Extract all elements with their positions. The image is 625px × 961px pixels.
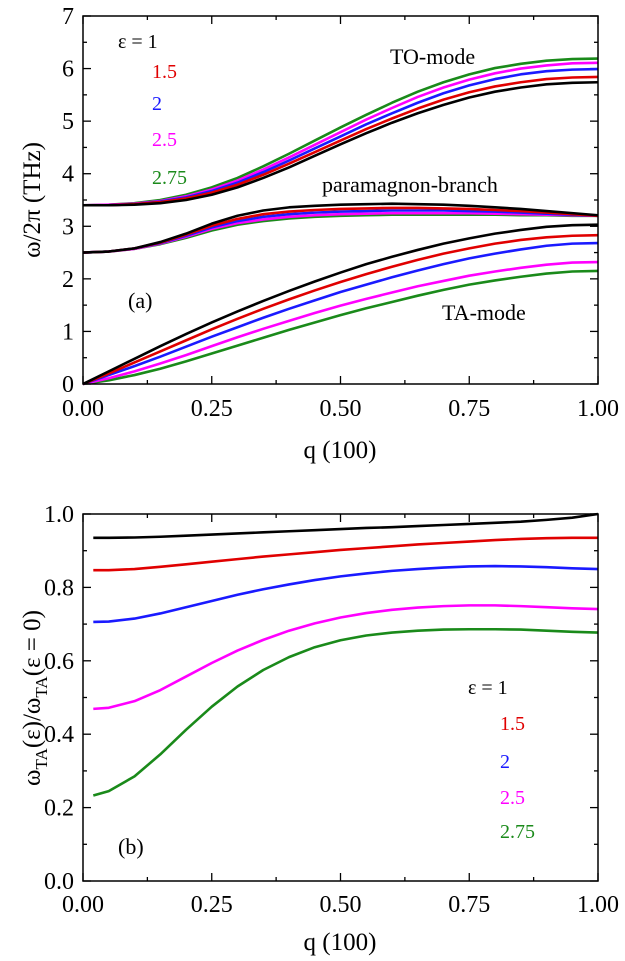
paramagnon-branch-series-line-eps-2.75 — [82, 213, 598, 254]
y-tick-label: 1.0 — [44, 502, 74, 528]
y-tick-label: 3 — [62, 214, 74, 240]
y-label-subscript: TA — [32, 676, 51, 698]
panel-b-y-axis-label: ωTA(ε)/ωTA(ε = 0) — [19, 610, 51, 786]
ta-mode-series-line-eps-2 — [82, 241, 599, 386]
paramagnon-branch-series-line-eps-1 — [82, 202, 599, 254]
legend-entry-eps-1: ε = 1 — [468, 677, 508, 699]
ratio-series-line-eps-1 — [93, 512, 599, 540]
panel-a-series-lines — [82, 57, 599, 386]
legend-entry-eps-1: ε = 1 — [118, 31, 158, 53]
panel-a-dispersion-chart: 0.00 0.25 0.50 0.75 1.00 0 1 2 3 4 5 6 7… — [19, 4, 619, 464]
panel-b-series-lines — [92, 512, 599, 797]
x-tick-label: 0.75 — [448, 396, 490, 422]
x-tick-label: 1.00 — [577, 892, 619, 918]
panel-b-x-tick-labels: 0.00 0.25 0.50 0.75 1.00 — [62, 892, 619, 918]
panel-a-x-axis-label: q (100) — [304, 437, 377, 464]
to-mode-annotation: TO-mode — [390, 44, 475, 69]
y-label-tail: (ε = 0) — [19, 610, 46, 676]
panel-b-legend: ε = 1 1.5 2 2.5 2.75 — [468, 677, 535, 843]
panel-b-plot-frame — [82, 513, 599, 882]
panel-b-y-tick-labels: 0.0 0.2 0.4 0.6 0.8 1.0 — [44, 502, 74, 895]
x-tick-label: 0.25 — [191, 396, 233, 422]
ratio-series-line-eps-2 — [93, 564, 599, 624]
y-tick-label: 0.2 — [44, 796, 74, 822]
panel-b-ratio-chart: 0.00 0.25 0.50 0.75 1.00 0.0 0.2 0.4 0.6… — [19, 502, 619, 956]
x-tick-label: 0.50 — [320, 396, 362, 422]
y-tick-label: 7 — [62, 4, 74, 30]
y-tick-label: 5 — [62, 109, 74, 135]
panel-a-y-tick-labels: 0 1 2 3 4 5 6 7 — [62, 4, 74, 398]
x-tick-label: 0.25 — [191, 892, 233, 918]
x-tick-label: 0.50 — [320, 892, 362, 918]
ta-mode-series-line-eps-1 — [82, 223, 599, 386]
y-tick-label: 0.6 — [44, 649, 74, 675]
panel-a-label: (a) — [128, 288, 152, 313]
y-label-omega: ω — [19, 769, 46, 785]
y-label-middle: (ε)/ω — [19, 698, 46, 749]
ratio-series-line-eps-1.5 — [93, 536, 598, 572]
legend-entry-eps-1.5: 1.5 — [500, 713, 525, 735]
y-tick-label: 1 — [62, 319, 74, 345]
legend-entry-eps-1.5: 1.5 — [152, 61, 177, 83]
panel-a-x-tick-labels: 0.00 0.25 0.50 0.75 1.00 — [62, 396, 619, 422]
x-tick-label: 0.00 — [62, 396, 104, 422]
y-tick-label: 6 — [62, 57, 74, 83]
legend-entry-eps-2: 2 — [152, 93, 162, 115]
y-tick-label: 4 — [62, 162, 74, 188]
y-tick-label: 0.0 — [44, 869, 74, 895]
panel-b-label: (b) — [118, 834, 144, 859]
ta-mode-series-line-eps-2.75 — [82, 269, 599, 386]
y-tick-label: 2 — [62, 267, 74, 293]
legend-entry-eps-2.5: 2.5 — [152, 129, 177, 151]
y-tick-label: 0.8 — [44, 575, 74, 601]
x-tick-label: 1.00 — [577, 396, 619, 422]
legend-entry-eps-2.75: 2.75 — [500, 821, 535, 843]
ta-mode-series-line-eps-2.5 — [82, 260, 599, 386]
panel-a-legend: ε = 1 1.5 2 2.5 2.75 — [118, 31, 187, 189]
legend-entry-eps-2: 2 — [500, 751, 510, 773]
ratio-series-line-eps-2.75 — [92, 627, 599, 797]
ta-mode-annotation: TA-mode — [442, 300, 526, 325]
legend-entry-eps-2.75: 2.75 — [152, 167, 187, 189]
paramagnon-branch-annotation: paramagnon-branch — [322, 172, 498, 197]
panel-b-x-axis-label: q (100) — [304, 929, 377, 956]
ta-mode-series-line-eps-1.5 — [82, 233, 599, 386]
paramagnon-branch-series-line-eps-2.5 — [82, 211, 599, 254]
ratio-series-line-eps-2.5 — [93, 604, 599, 711]
y-tick-label: 0.4 — [44, 722, 74, 748]
panel-a-y-axis-label: ω/2π (THz) — [19, 142, 46, 258]
y-label-subscript: TA — [32, 747, 51, 769]
legend-entry-eps-2.5: 2.5 — [500, 787, 525, 809]
panel-a-plot-frame — [82, 15, 599, 385]
to-mode-series-line-eps-1 — [83, 80, 599, 207]
y-tick-label: 0 — [62, 372, 74, 398]
x-tick-label: 0.75 — [448, 892, 490, 918]
x-tick-label: 0.00 — [62, 892, 104, 918]
